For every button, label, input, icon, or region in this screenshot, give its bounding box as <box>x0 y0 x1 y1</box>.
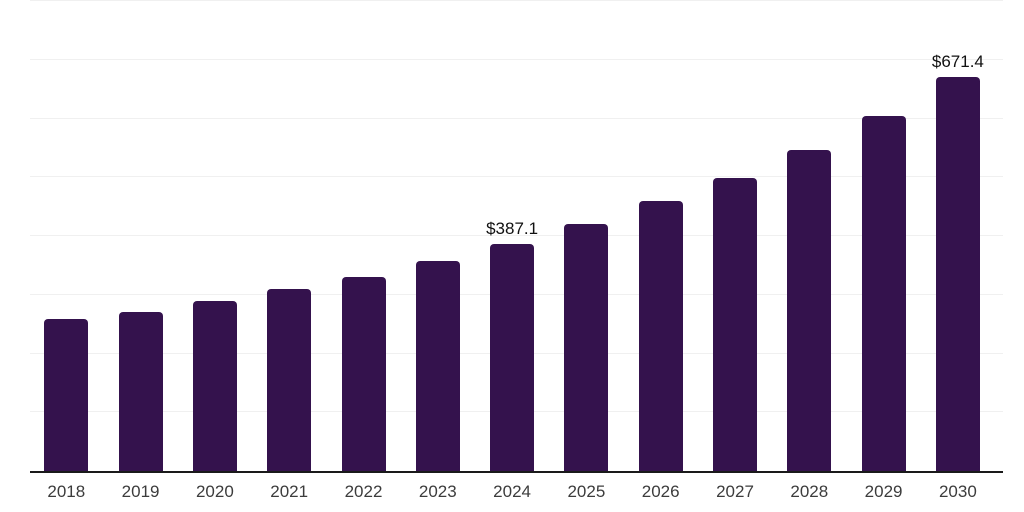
gridline <box>30 58 1003 60</box>
x-tick-2030: 2030 <box>938 482 977 501</box>
x-tick-2024: 2024 <box>493 482 532 501</box>
bar-2019 <box>118 311 163 471</box>
x-tick-2029: 2029 <box>864 482 903 501</box>
gridline <box>30 176 1003 178</box>
bar-2027 <box>713 178 757 471</box>
x-tick-2021: 2021 <box>270 482 309 501</box>
gridline <box>30 0 1003 1</box>
bar-2022 <box>341 276 386 471</box>
bar-2029 <box>861 115 906 471</box>
x-axis: 2018 2019 2020 2021 2022 2023 2024 2025 2026 2027… <box>30 482 1003 506</box>
value-label-2030: $671.4 <box>931 51 984 71</box>
bar-2030 <box>935 76 980 471</box>
x-tick-2027: 2027 <box>716 482 754 501</box>
bar-2028 <box>787 149 832 471</box>
bar-2020 <box>192 300 237 471</box>
x-tick-2028: 2028 <box>790 482 829 501</box>
gridline <box>30 117 1003 119</box>
x-tick-2025: 2025 <box>567 482 606 501</box>
gridline <box>30 235 1003 236</box>
bar-2023 <box>415 260 460 471</box>
x-tick-2018: 2018 <box>47 482 86 501</box>
plot-area: $387.1 $671.4 <box>30 0 1003 473</box>
bar-2026 <box>638 201 683 471</box>
x-tick-2023: 2023 <box>418 482 457 501</box>
value-label-2024: $387.1 <box>486 218 539 238</box>
bar-2018 <box>44 319 89 471</box>
bar-2025 <box>564 223 609 471</box>
bar-2024 <box>490 243 535 471</box>
x-tick-2026: 2026 <box>641 482 680 501</box>
x-tick-2020: 2020 <box>195 482 234 501</box>
x-tick-2022: 2022 <box>344 482 383 501</box>
x-tick-2019: 2019 <box>121 482 160 501</box>
bar-2021 <box>267 288 312 471</box>
